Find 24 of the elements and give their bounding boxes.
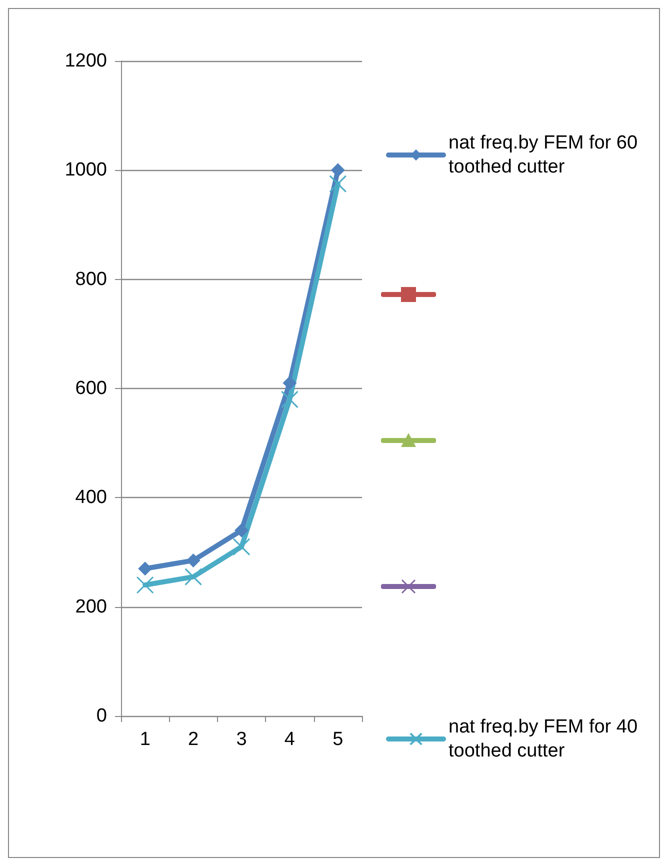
y-tick-label: 1000 <box>64 160 107 181</box>
y-tick-label: 600 <box>75 378 107 399</box>
legend-label: nat freq.by FEM for 40 toothed cutter <box>448 716 643 762</box>
point <box>232 538 250 556</box>
point <box>184 568 202 586</box>
y-tick-label: 200 <box>75 596 107 618</box>
y-tick-label: 800 <box>75 268 107 290</box>
point <box>138 562 152 576</box>
x-tick-label: 5 <box>332 729 344 750</box>
y-tick-label: 0 <box>96 706 107 726</box>
x-tick-label: 4 <box>284 729 296 750</box>
point <box>329 175 347 193</box>
y-tick-label: 400 <box>75 487 107 508</box>
legend-label: nat freq.by FEM for 60 toothed cutter <box>448 132 643 178</box>
y-tick-label: 1200 <box>64 50 107 72</box>
point <box>234 523 248 538</box>
x-tick-label: 2 <box>188 729 199 750</box>
point <box>280 390 298 408</box>
point <box>136 576 154 594</box>
point <box>330 163 345 178</box>
x-tick-label: 3 <box>236 729 247 750</box>
x-tick-label: 1 <box>140 729 150 750</box>
point <box>186 553 200 568</box>
point <box>282 376 297 390</box>
